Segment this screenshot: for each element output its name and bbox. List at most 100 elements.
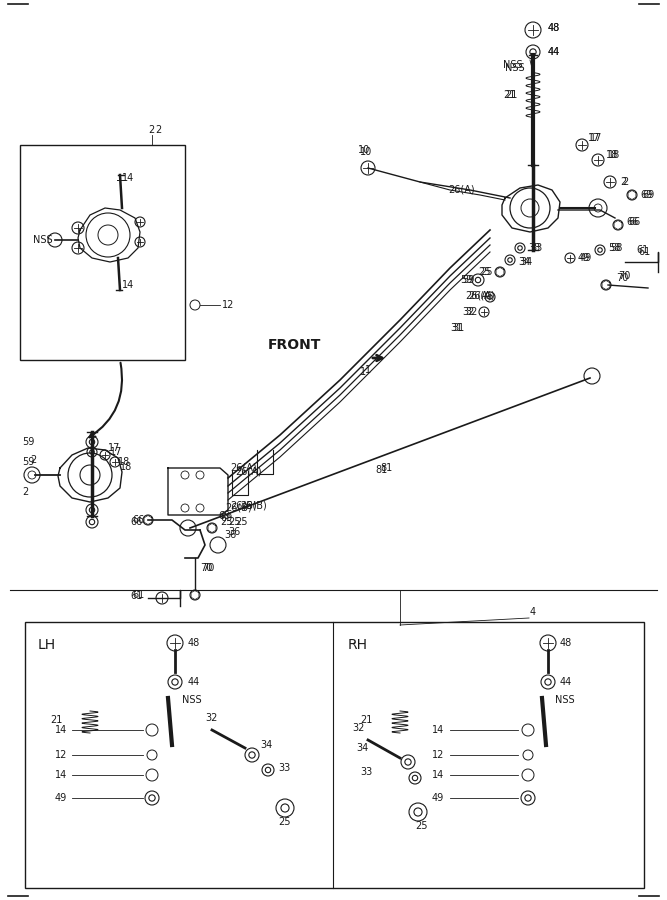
Text: 59: 59 <box>462 275 474 285</box>
Text: 66: 66 <box>626 217 638 227</box>
Text: 32: 32 <box>205 713 217 723</box>
Text: RH: RH <box>348 638 368 652</box>
Text: 48: 48 <box>560 638 572 648</box>
Text: 81: 81 <box>375 465 388 475</box>
Text: 2: 2 <box>620 177 626 187</box>
Text: 17: 17 <box>108 443 120 453</box>
Text: 58: 58 <box>608 243 620 253</box>
Text: 2: 2 <box>155 125 161 135</box>
Text: 34: 34 <box>520 257 532 267</box>
Text: 34: 34 <box>518 257 530 267</box>
Text: NSS: NSS <box>505 63 525 73</box>
Text: 49: 49 <box>580 253 592 263</box>
Text: 44: 44 <box>548 47 560 57</box>
Text: 2: 2 <box>30 455 36 465</box>
Text: 26(A): 26(A) <box>465 291 492 301</box>
Text: 34: 34 <box>356 743 368 753</box>
Text: 58: 58 <box>610 243 622 253</box>
Text: 14: 14 <box>432 725 444 735</box>
Bar <box>20 145 185 360</box>
Text: 26(B): 26(B) <box>240 501 267 511</box>
Text: 18: 18 <box>118 457 130 467</box>
Text: 70: 70 <box>618 271 630 281</box>
Text: 33: 33 <box>278 763 290 773</box>
Text: 12: 12 <box>432 750 444 760</box>
Text: 59: 59 <box>22 437 35 447</box>
Text: 25: 25 <box>415 821 428 831</box>
Text: 21: 21 <box>50 715 63 725</box>
Text: 49: 49 <box>578 253 590 263</box>
Text: 66: 66 <box>130 517 142 527</box>
Text: 66: 66 <box>628 217 640 227</box>
Text: 26(A): 26(A) <box>468 290 495 300</box>
Text: NSS: NSS <box>182 695 201 705</box>
Text: 70: 70 <box>202 563 214 573</box>
Text: 33: 33 <box>530 243 542 253</box>
Text: 25: 25 <box>235 517 247 527</box>
Text: 14: 14 <box>55 725 67 735</box>
Text: 14: 14 <box>432 770 444 780</box>
Text: 61: 61 <box>638 247 650 257</box>
Text: 31: 31 <box>452 323 464 333</box>
Text: 69: 69 <box>642 190 654 200</box>
Bar <box>25 622 644 888</box>
Text: 61: 61 <box>132 590 144 600</box>
Text: 44: 44 <box>188 677 200 687</box>
Text: 14: 14 <box>122 280 134 290</box>
Text: 21: 21 <box>360 715 372 725</box>
Text: 44: 44 <box>560 677 572 687</box>
Text: 10: 10 <box>358 145 370 155</box>
Text: 25: 25 <box>278 817 291 827</box>
Text: 61: 61 <box>130 591 142 601</box>
Text: 18: 18 <box>606 150 618 160</box>
Text: 31: 31 <box>450 323 462 333</box>
Text: 2: 2 <box>622 177 628 187</box>
Text: 21: 21 <box>503 90 516 100</box>
Text: 25: 25 <box>480 267 492 277</box>
Text: 18: 18 <box>120 462 132 472</box>
Text: 81: 81 <box>380 463 392 473</box>
Text: 36: 36 <box>228 527 240 537</box>
Text: 12: 12 <box>55 750 67 760</box>
Text: 33: 33 <box>360 767 372 777</box>
Text: 25: 25 <box>228 517 241 527</box>
Text: 70: 70 <box>616 273 628 283</box>
Text: 12: 12 <box>222 300 234 310</box>
Text: 49: 49 <box>55 793 67 803</box>
Text: 14: 14 <box>122 173 134 183</box>
Text: 10: 10 <box>360 147 372 157</box>
Text: 69: 69 <box>220 513 232 523</box>
Text: 32: 32 <box>465 307 478 317</box>
Text: 32: 32 <box>462 307 474 317</box>
Text: 17: 17 <box>110 447 122 457</box>
Text: 44: 44 <box>548 47 560 57</box>
Text: 18: 18 <box>608 150 620 160</box>
Text: 25: 25 <box>478 267 490 277</box>
Text: 36: 36 <box>224 530 236 540</box>
Text: 4: 4 <box>530 607 536 617</box>
Text: NSS: NSS <box>33 235 53 245</box>
Text: LH: LH <box>38 638 56 652</box>
Text: 26(B): 26(B) <box>230 501 257 511</box>
Text: 59: 59 <box>22 457 35 467</box>
Text: 61: 61 <box>636 245 648 255</box>
Text: NSS: NSS <box>503 60 523 70</box>
Text: 48: 48 <box>548 23 560 33</box>
Text: 49: 49 <box>432 793 444 803</box>
Text: 2: 2 <box>22 487 28 497</box>
Text: 70: 70 <box>200 563 212 573</box>
Text: 26(A): 26(A) <box>448 185 475 195</box>
Text: 17: 17 <box>590 133 602 143</box>
Text: 1: 1 <box>360 367 366 377</box>
Text: 48: 48 <box>188 638 200 648</box>
Text: 66: 66 <box>132 515 144 525</box>
Text: 1: 1 <box>365 365 371 375</box>
Text: 25: 25 <box>220 517 233 527</box>
Text: 2: 2 <box>148 125 154 135</box>
Text: 32: 32 <box>352 723 364 733</box>
Text: 34: 34 <box>260 740 272 750</box>
Text: FRONT: FRONT <box>268 338 321 352</box>
Text: 26(A): 26(A) <box>235 467 261 477</box>
Text: 17: 17 <box>588 133 600 143</box>
Text: 48: 48 <box>548 23 560 33</box>
